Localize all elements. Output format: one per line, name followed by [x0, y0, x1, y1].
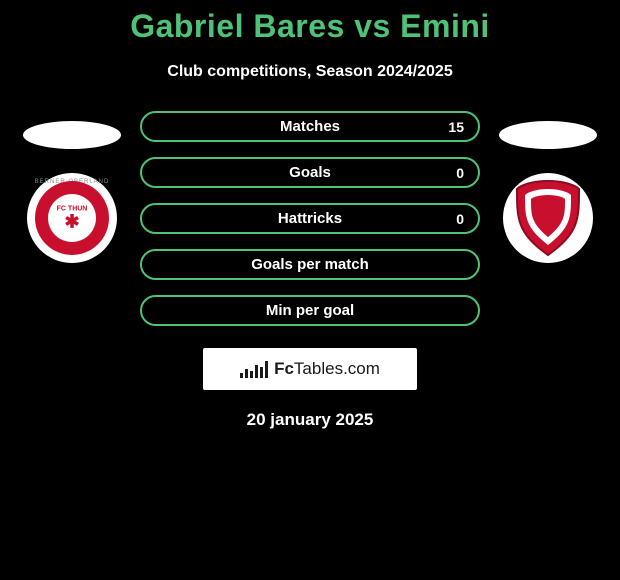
left-player-column: BERNER OBERLAND FC THUN✱: [22, 121, 122, 263]
stat-row-matches: Matches 15: [140, 111, 480, 142]
stat-row-hattricks: Hattricks 0: [140, 203, 480, 234]
stats-column: Matches 15 Goals 0 Hattricks 0 Goals per…: [140, 111, 480, 326]
brand-suffix: Tables.com: [294, 359, 380, 378]
page-subtitle: Club competitions, Season 2024/2025: [0, 63, 620, 81]
brand-text: FcTables.com: [274, 359, 380, 379]
body-row: BERNER OBERLAND FC THUN✱ Matches 15 Goal…: [0, 121, 620, 326]
brand-prefix: Fc: [274, 359, 294, 378]
left-club-badge: BERNER OBERLAND FC THUN✱: [27, 173, 117, 263]
left-club-text: FC THUN✱: [57, 206, 88, 231]
stat-row-min-per-goal: Min per goal: [140, 295, 480, 326]
brand-bars-icon: [240, 360, 268, 378]
stat-right-value: 15: [448, 119, 464, 135]
shield-icon: [513, 179, 583, 257]
stat-row-goals: Goals 0: [140, 157, 480, 188]
stat-label: Goals per match: [251, 256, 369, 273]
right-club-badge: [503, 173, 593, 263]
stat-label: Goals: [289, 164, 331, 181]
stat-label: Min per goal: [266, 302, 354, 319]
comparison-infographic: Gabriel Bares vs Emini Club competitions…: [0, 0, 620, 430]
stat-label: Hattricks: [278, 210, 342, 227]
right-player-column: [498, 121, 598, 263]
left-club-inner: FC THUN✱: [48, 194, 96, 242]
brand-watermark: FcTables.com: [203, 348, 417, 390]
left-player-photo-placeholder: [23, 121, 121, 149]
footer-date: 20 january 2025: [0, 410, 620, 430]
stat-right-value: 0: [456, 165, 464, 181]
page-title: Gabriel Bares vs Emini: [0, 8, 620, 45]
left-club-ring: FC THUN✱: [35, 181, 109, 255]
stat-label: Matches: [280, 118, 340, 135]
right-player-photo-placeholder: [499, 121, 597, 149]
stat-right-value: 0: [456, 211, 464, 227]
stat-row-goals-per-match: Goals per match: [140, 249, 480, 280]
